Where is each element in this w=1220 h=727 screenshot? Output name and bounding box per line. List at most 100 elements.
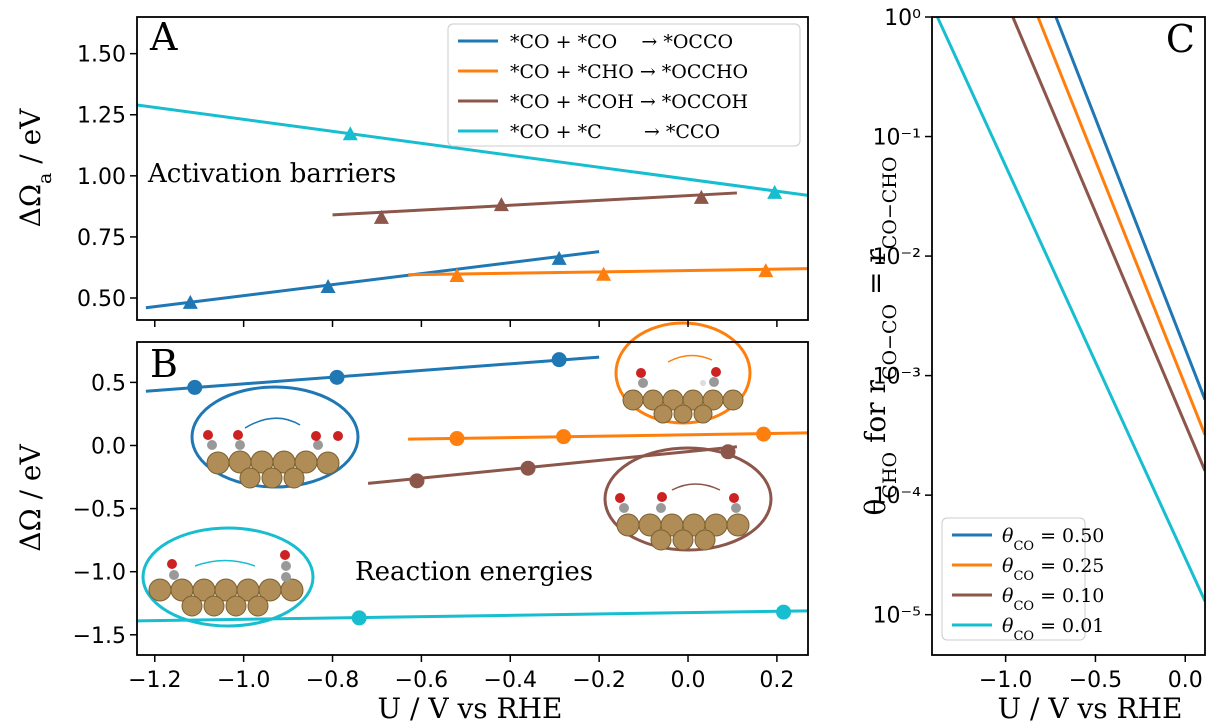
data-point (756, 426, 772, 442)
plot-area (137, 355, 808, 623)
y-axis-label-part: ΔΩ (14, 184, 47, 227)
y-tick-label: 1.25 (77, 104, 126, 129)
y-axis-label-part: a (34, 173, 56, 184)
data-point (449, 431, 465, 447)
data-point (320, 279, 336, 294)
series-line (1011, 17, 1205, 472)
data-point (556, 429, 572, 445)
inset-co-c (141, 526, 315, 628)
data-point (493, 197, 509, 212)
x-tick-label: −0.5 (1069, 668, 1122, 693)
panel-label: A (149, 15, 178, 59)
y-tick-label: −0.5 (73, 498, 126, 523)
series-line (137, 609, 808, 623)
legend-label: θCO = 0.10 (1002, 585, 1104, 614)
y-tick-label: −1.5 (73, 624, 126, 649)
x-tick-label: −0.6 (395, 668, 448, 693)
x-tick-label: 0.2 (759, 668, 794, 693)
series-line (408, 431, 808, 441)
y-tick-label: 0.0 (91, 434, 126, 459)
data-point (182, 294, 198, 309)
series-line (1054, 17, 1205, 401)
x-tick-label: −0.2 (572, 668, 625, 693)
x-tick-label: 0.0 (671, 668, 706, 693)
data-point (551, 250, 567, 265)
y-axis-label: ΔΩa / eV (14, 108, 56, 228)
legend-label: θCO = 0.01 (1002, 615, 1104, 644)
data-point (693, 189, 709, 204)
axes-frame (136, 341, 809, 656)
series-line (137, 103, 808, 197)
x-tick-label: −0.8 (306, 668, 359, 693)
y-axis-label-part: θ (859, 499, 892, 516)
y-axis-label-part: r (859, 379, 892, 393)
y-axis-label: ΔΩ / eV (14, 443, 47, 551)
legend-label: θCO = 0.50 (1002, 525, 1104, 554)
data-point (449, 268, 465, 283)
axes-frame (136, 16, 809, 321)
x-tick-label: −0.4 (484, 668, 537, 693)
series-line (145, 250, 600, 310)
y-tick-label: 1.00 (77, 165, 126, 190)
annotation: Activation barriers (147, 159, 396, 189)
data-point (767, 184, 783, 199)
x-tick-label: −1.2 (128, 668, 181, 693)
annotation: Reaction energies (355, 557, 593, 587)
data-point (720, 444, 736, 460)
y-tick-label: 0.5 (91, 371, 126, 396)
legend-box (447, 23, 801, 147)
y-tick-label: 10⁻³ (873, 365, 921, 390)
data-point (409, 473, 425, 489)
series-line (936, 17, 1205, 602)
y-axis-label-part: ΔΩ / eV (14, 443, 47, 551)
y-tick-label: 10⁻¹ (873, 126, 921, 151)
y-tick-label: 0.50 (77, 287, 126, 312)
plot-area (936, 17, 1205, 602)
data-point (329, 369, 345, 385)
series-line (145, 355, 600, 393)
inset-co-co (190, 385, 360, 489)
data-point (187, 379, 203, 395)
data-point (342, 126, 358, 141)
series-line (367, 445, 738, 485)
y-axis-label-part: CO−CHO (879, 157, 901, 250)
y-tick-label: 0.75 (77, 226, 126, 251)
legend-label: *CO + *CHO → *OCCHO (510, 61, 748, 83)
data-point (758, 263, 774, 278)
y-axis-label-part: CHO (879, 452, 901, 499)
y-tick-label: −1.0 (73, 561, 126, 586)
x-axis-label: U / V vs RHE (378, 692, 563, 725)
data-point (520, 460, 536, 476)
x-axis-label: U / V vs RHE (998, 692, 1183, 725)
axes-frame (931, 16, 1206, 656)
x-tick-label: 0.0 (1168, 668, 1203, 693)
legend-label: *CO + *C → *CCO (510, 121, 720, 143)
y-axis-label-part: / eV (14, 108, 47, 173)
legend-label: *CO + *CO → *OCCO (510, 31, 733, 53)
data-point (373, 209, 389, 224)
y-tick-label: 1.50 (77, 43, 126, 68)
data-point (596, 266, 612, 281)
y-tick-label: 10⁰ (884, 6, 921, 31)
data-point (551, 352, 567, 368)
panel-label: B (150, 342, 178, 386)
legend-label: θCO = 0.25 (1002, 555, 1104, 584)
x-tick-label: −1.0 (979, 668, 1032, 693)
y-axis-label: θCHO for rCO−CO = rCO−CHO (859, 157, 901, 516)
series-line (408, 267, 808, 277)
series-line (1036, 17, 1205, 436)
y-axis-label-part: for (859, 393, 892, 451)
y-tick-label: 10⁻⁴ (873, 484, 922, 509)
panel-label: C (1166, 17, 1195, 61)
data-point (351, 610, 367, 626)
series-line (332, 191, 737, 217)
plot-area (137, 103, 808, 310)
y-tick-label: 10⁻⁵ (873, 604, 921, 629)
data-point (776, 604, 792, 620)
y-tick-label: 10⁻² (873, 245, 921, 270)
y-axis-label-part: r (859, 249, 892, 263)
inset-co-coh (603, 446, 773, 552)
legend-label: *CO + *COH → *OCCOH (510, 91, 748, 113)
legend-box (941, 517, 1086, 641)
